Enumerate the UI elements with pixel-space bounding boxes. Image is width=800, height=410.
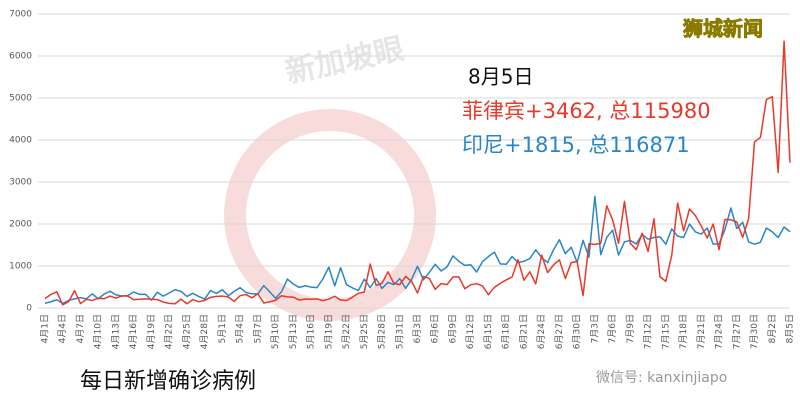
x-tick-label: 6月15日 [483, 314, 494, 349]
source: 微信号: kanxinjiapo [596, 370, 727, 386]
x-tick-label: 6月18日 [501, 314, 512, 349]
x-tick-label: 5月7日 [252, 314, 263, 343]
y-tick-label: 5000 [9, 94, 32, 104]
x-tick-label: 8月5日 [785, 314, 796, 343]
x-tick-label: 4月10日 [93, 314, 104, 349]
y-tick-label: 0 [26, 304, 32, 314]
x-tick-label: 4月7日 [75, 314, 86, 343]
x-tick-label: 7月24日 [714, 314, 725, 349]
y-tick-label: 7000 [9, 10, 32, 20]
x-tick-label: 4月28日 [199, 314, 210, 349]
date-label: 8月5日 [468, 65, 533, 89]
x-tick-label: 6月6日 [430, 314, 441, 343]
y-tick-label: 1000 [9, 262, 32, 272]
x-tick-label: 7月18日 [678, 314, 689, 349]
watermark-logo [224, 109, 436, 321]
x-tick-label: 7月6日 [607, 314, 618, 343]
brand: 狮城新闻 [683, 17, 763, 41]
x-tick-label: 5月16日 [306, 314, 317, 349]
series-line [44, 40, 791, 306]
x-tick-label: 6月12日 [465, 314, 476, 349]
x-tick-label: 4月25日 [181, 314, 192, 349]
y-tick-label: 3000 [9, 178, 32, 188]
x-tick-label: 7月3日 [589, 314, 600, 343]
x-tick-label: 5月25日 [359, 314, 370, 349]
series-line [44, 195, 791, 305]
x-tick-label: 4月19日 [146, 314, 157, 349]
watermark: 新加坡眼 [282, 31, 407, 90]
x-tick-label: 6月24日 [536, 314, 547, 349]
x-tick-label: 4月16日 [128, 314, 139, 349]
x-tick-label: 7月12日 [643, 314, 654, 349]
x-tick-label: 5月4日 [235, 314, 246, 343]
x-tick-label: 6月9日 [447, 314, 458, 343]
caption: 每日新增确诊病例 [80, 369, 256, 394]
y-tick-label: 2000 [9, 220, 32, 230]
x-tick-label: 5月19日 [323, 314, 334, 349]
y-tick-label: 4000 [9, 136, 32, 146]
x-tick-label: 5月22日 [341, 314, 352, 349]
x-tick-label: 4月22日 [164, 314, 175, 349]
x-tick-label: 7月9日 [625, 314, 636, 343]
annotation: 印尼+1815, 总116871 [462, 133, 690, 157]
x-tick-label: 6月30日 [572, 314, 583, 349]
x-tick-label: 6月21日 [518, 314, 529, 349]
x-tick-label: 5月1日 [217, 314, 228, 343]
annotation: 菲律宾+3462, 总115980 [462, 99, 711, 123]
x-tick-label: 7月21日 [696, 314, 707, 349]
x-tick-label: 5月13日 [288, 314, 299, 349]
x-tick-label: 5月10日 [270, 314, 281, 349]
y-tick-label: 6000 [9, 52, 32, 62]
x-tick-label: 4月4日 [57, 314, 68, 343]
x-tick-label: 7月27日 [731, 314, 742, 349]
x-tick-label: 4月1日 [40, 314, 51, 343]
x-tick-label: 7月30日 [749, 314, 760, 349]
x-tick-label: 4月13日 [110, 314, 121, 349]
x-tick-label: 5月28日 [377, 314, 388, 349]
x-tick-label: 6月3日 [412, 314, 423, 343]
x-tick-label: 5月31日 [394, 314, 405, 349]
x-tick-label: 8月2日 [767, 314, 778, 343]
x-tick-label: 7月15日 [660, 314, 671, 349]
x-tick-label: 6月27日 [554, 314, 565, 349]
